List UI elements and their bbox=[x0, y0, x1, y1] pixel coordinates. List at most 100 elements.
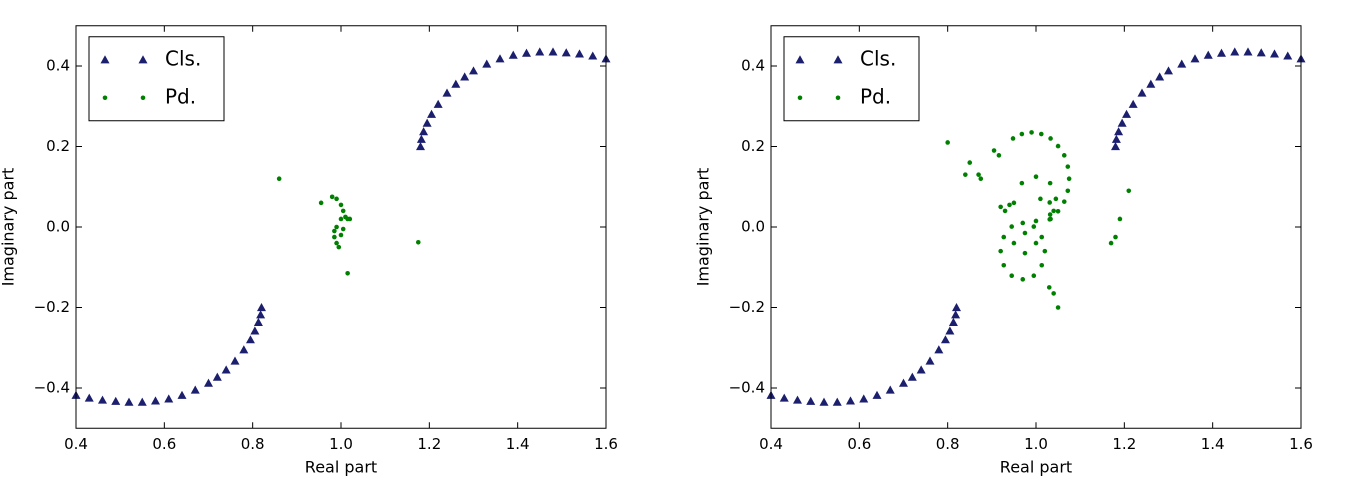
dot-marker bbox=[415, 239, 421, 245]
triangle-marker bbox=[872, 390, 882, 399]
dot-marker bbox=[797, 95, 803, 101]
x-tick-label: 1.4 bbox=[506, 435, 530, 453]
legend: Cls. Pd. bbox=[783, 36, 920, 122]
dot-marker bbox=[1033, 240, 1039, 246]
x-axis-label: Real part bbox=[1000, 458, 1072, 477]
y-tick-label: 0.4 bbox=[741, 57, 765, 75]
dot-marker bbox=[332, 234, 337, 240]
triangle-marker bbox=[177, 390, 187, 399]
x-tick-label: 0.8 bbox=[241, 435, 265, 453]
triangle-marker bbox=[495, 54, 505, 63]
triangle-marker bbox=[256, 310, 266, 319]
x-tick-label: 1.0 bbox=[1024, 435, 1048, 453]
dot-marker bbox=[1113, 234, 1118, 240]
triangle-marker bbox=[952, 303, 961, 312]
triangle-marker bbox=[1122, 109, 1132, 118]
dot-marker bbox=[102, 95, 108, 101]
triangle-marker bbox=[1128, 99, 1138, 108]
dot-marker bbox=[996, 153, 1002, 158]
legend-box bbox=[88, 36, 225, 122]
triangle-marker bbox=[793, 395, 802, 404]
triangle-marker bbox=[442, 88, 452, 97]
x-tick-label: 0.6 bbox=[847, 435, 871, 453]
triangle-marker bbox=[575, 49, 584, 58]
x-tick-label: 1.2 bbox=[417, 435, 441, 453]
dot-marker bbox=[1019, 131, 1025, 137]
legend-label: Pd. bbox=[165, 84, 196, 108]
triangle-marker bbox=[1117, 118, 1127, 127]
dot-marker bbox=[276, 176, 282, 181]
dot-marker bbox=[329, 194, 335, 200]
triangle-marker bbox=[951, 310, 961, 319]
dot-marker bbox=[347, 216, 353, 222]
triangle-marker bbox=[164, 394, 174, 403]
triangle-marker bbox=[1230, 47, 1240, 56]
triangle-marker bbox=[1203, 50, 1213, 59]
y-tick-label: −0.2 bbox=[729, 298, 765, 316]
triangle-marker bbox=[1114, 127, 1124, 136]
triangle-marker bbox=[98, 395, 107, 404]
dot-marker bbox=[1007, 202, 1012, 208]
triangle-marker bbox=[151, 396, 160, 405]
triangle-marker bbox=[100, 55, 110, 64]
triangle-marker bbox=[1111, 142, 1120, 151]
x-tick-label: 1.6 bbox=[1289, 435, 1313, 453]
triangle-marker bbox=[561, 48, 571, 57]
triangle-marker bbox=[522, 48, 531, 57]
dot-marker bbox=[967, 160, 973, 165]
triangle-marker bbox=[138, 55, 148, 64]
triangle-marker bbox=[1217, 48, 1226, 57]
triangle-marker bbox=[1256, 48, 1266, 57]
triangle-marker bbox=[1283, 51, 1293, 60]
dot-marker bbox=[338, 202, 344, 208]
dot-marker bbox=[1055, 143, 1061, 149]
triangle-marker bbox=[832, 397, 842, 406]
dot-marker bbox=[1020, 277, 1026, 282]
triangle-marker bbox=[1190, 54, 1200, 63]
triangle-marker bbox=[548, 47, 558, 56]
triangle-marker bbox=[925, 356, 935, 365]
triangle-marker bbox=[1111, 134, 1121, 143]
dot-marker bbox=[1039, 131, 1044, 137]
dot-marker bbox=[945, 140, 950, 145]
chart-panel: 0.4 0.6 0.8 1.0 1.2 1.4 1.6 −0.4 −0.2 0.0 0.2 0.4 Re… bbox=[0, 25, 618, 477]
dot-marker bbox=[998, 204, 1003, 210]
triangle-marker bbox=[948, 317, 958, 326]
dot-marker bbox=[1029, 130, 1034, 135]
dot-marker bbox=[998, 248, 1003, 254]
dot-marker bbox=[1055, 209, 1061, 214]
dot-marker bbox=[1047, 212, 1053, 217]
triangle-marker bbox=[885, 385, 895, 394]
y-tick-label: 0.0 bbox=[46, 218, 70, 236]
dot-marker bbox=[1019, 180, 1025, 186]
x-tick-label: 1.2 bbox=[1112, 435, 1136, 453]
legend-label: Pd. bbox=[860, 84, 891, 108]
dot-marker bbox=[334, 240, 339, 246]
chart-panel: 0.4 0.6 0.8 1.0 1.2 1.4 1.6 −0.4 −0.2 0.0 0.2 0.4 Re… bbox=[694, 25, 1313, 477]
x-tick-label: 0.4 bbox=[759, 435, 783, 453]
dot-marker bbox=[340, 208, 346, 214]
triangle-marker bbox=[204, 378, 213, 387]
triangle-marker bbox=[535, 47, 545, 56]
y-tick-label: 0.0 bbox=[741, 218, 765, 236]
triangle-marker bbox=[907, 372, 917, 381]
triangle-marker bbox=[253, 317, 263, 326]
triangle-marker bbox=[419, 127, 429, 136]
dot-marker bbox=[1038, 196, 1043, 202]
dot-marker bbox=[1011, 240, 1017, 246]
dot-marker bbox=[1020, 220, 1026, 226]
triangle-marker bbox=[212, 372, 222, 381]
marks bbox=[71, 47, 611, 406]
dot-marker bbox=[1047, 180, 1053, 186]
triangle-marker bbox=[1243, 47, 1253, 56]
triangle-marker bbox=[84, 393, 94, 402]
legend-label: Cls. bbox=[165, 46, 201, 70]
dot-marker bbox=[991, 148, 997, 153]
triangle-marker bbox=[916, 365, 926, 374]
triangle-marker bbox=[806, 396, 816, 405]
dot-marker bbox=[318, 200, 324, 206]
triangle-marker bbox=[416, 134, 426, 143]
triangle-marker bbox=[111, 396, 121, 405]
triangle-marker bbox=[137, 397, 147, 406]
